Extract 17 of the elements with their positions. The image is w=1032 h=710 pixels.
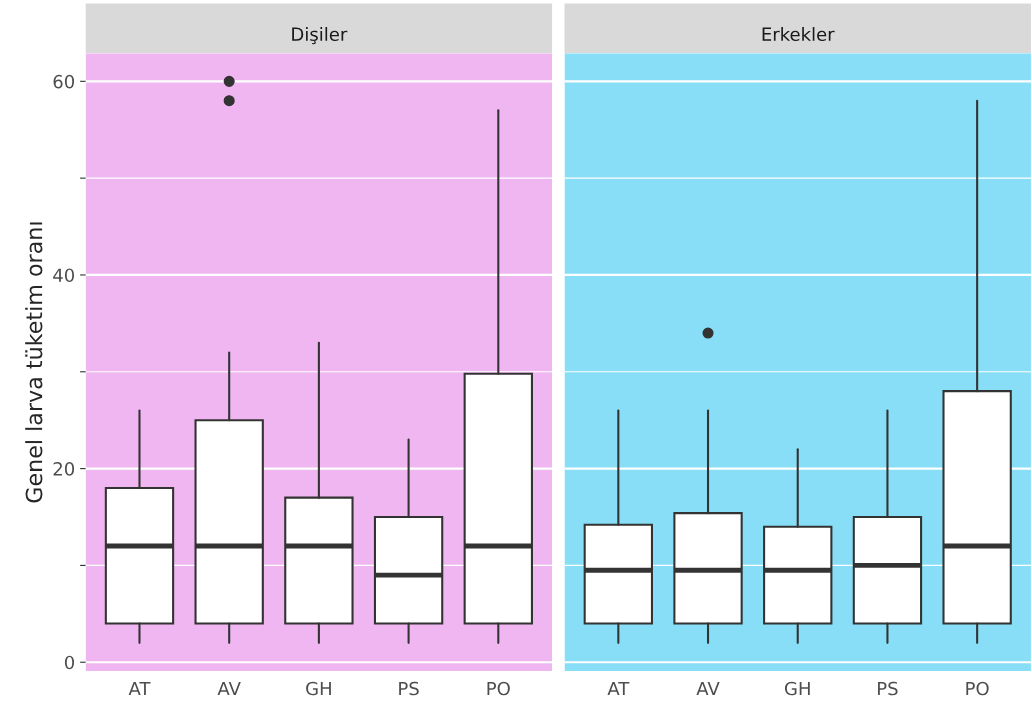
x-tick-label: PS [399, 681, 419, 696]
x-tick-label: PO [966, 681, 989, 696]
x-tick-label: PO [487, 681, 510, 696]
y-tick-label: 20 [53, 462, 75, 476]
x-tick-label: PS [878, 681, 898, 696]
y-tick-label: 0 [64, 655, 75, 670]
x-tick-label: GH [784, 681, 810, 696]
y-tick-label: 60 [53, 74, 75, 89]
x-tick-label: AV [696, 681, 720, 696]
y-tick-label: 40 [53, 268, 75, 283]
x-tick-label: GH [306, 681, 331, 696]
chart-title: Dişiler [292, 27, 348, 45]
y-axis-title: Genel larva tüketim oranı [25, 222, 43, 503]
x-tick-label: AV [217, 681, 241, 696]
x-tick-label: AT [607, 681, 630, 696]
chart-title: Erkekler [762, 27, 835, 42]
x-tick-label: AT [128, 681, 151, 696]
